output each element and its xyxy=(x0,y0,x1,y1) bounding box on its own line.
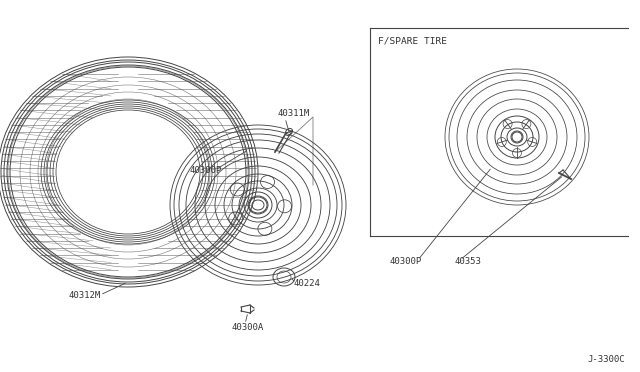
Text: 40300P: 40300P xyxy=(390,257,422,266)
Text: F/SPARE TIRE: F/SPARE TIRE xyxy=(378,36,447,45)
Text: 40300A: 40300A xyxy=(232,324,264,333)
Text: 40311M: 40311M xyxy=(278,109,310,118)
Text: 40300P: 40300P xyxy=(190,166,222,174)
Text: 40312M: 40312M xyxy=(68,291,100,299)
Text: 40353: 40353 xyxy=(455,257,482,266)
Text: 40224: 40224 xyxy=(294,279,321,288)
Text: J-3300C: J-3300C xyxy=(587,356,625,365)
